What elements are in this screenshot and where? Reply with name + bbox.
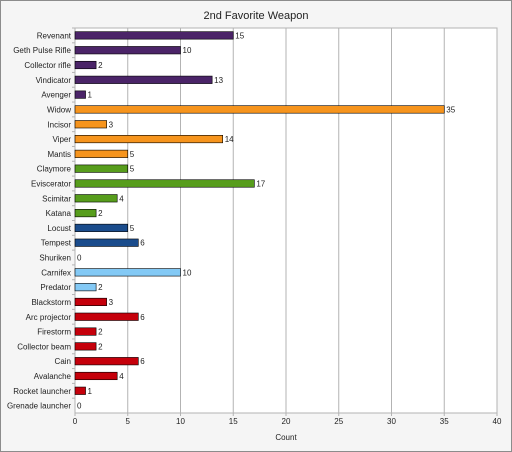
bar bbox=[74, 209, 97, 218]
bar bbox=[74, 268, 181, 277]
data-label: 1 bbox=[88, 387, 93, 396]
bar bbox=[74, 342, 97, 351]
y-tick-label: Avenger bbox=[41, 91, 71, 100]
x-tick-label: 35 bbox=[440, 417, 449, 426]
x-tick-label: 20 bbox=[282, 417, 291, 426]
data-label: 35 bbox=[446, 105, 455, 114]
x-tick-label: 30 bbox=[387, 417, 396, 426]
data-label: 6 bbox=[140, 313, 145, 322]
data-label: 10 bbox=[183, 268, 192, 277]
y-tick-label: Shuriken bbox=[39, 254, 71, 263]
data-label: 13 bbox=[214, 76, 223, 85]
y-tick-label: Viper bbox=[52, 135, 71, 144]
chart-title: 2nd Favorite Weapon bbox=[203, 10, 309, 22]
y-tick-label: Carnifex bbox=[41, 268, 71, 277]
y-tick-label: Arc projector bbox=[26, 313, 72, 322]
data-label: 2 bbox=[98, 342, 103, 351]
bar bbox=[74, 312, 139, 321]
data-label: 15 bbox=[235, 31, 244, 40]
bar bbox=[74, 46, 181, 55]
bar bbox=[74, 371, 118, 381]
bar bbox=[74, 283, 97, 292]
data-label: 5 bbox=[130, 150, 135, 159]
y-tick-label: Claymore bbox=[37, 165, 72, 174]
bar bbox=[74, 194, 118, 203]
bar bbox=[74, 179, 255, 188]
bar bbox=[74, 31, 234, 40]
bar bbox=[74, 135, 223, 144]
x-tick-label: 15 bbox=[229, 417, 238, 426]
bar bbox=[74, 120, 107, 129]
bar bbox=[74, 149, 129, 158]
data-label: 3 bbox=[109, 120, 114, 129]
bar bbox=[74, 105, 445, 114]
y-tick-label: Predator bbox=[40, 283, 71, 292]
y-tick-label: Rocket launcher bbox=[13, 387, 71, 396]
bar bbox=[74, 297, 107, 306]
bar bbox=[74, 90, 86, 99]
y-tick-label: Avalanche bbox=[34, 372, 72, 381]
data-label: 2 bbox=[98, 283, 103, 292]
bar bbox=[74, 60, 97, 70]
bar bbox=[74, 75, 213, 84]
x-tick-label: 5 bbox=[126, 417, 131, 426]
data-label: 17 bbox=[256, 179, 265, 188]
y-tick-label: Geth Pulse Rifle bbox=[13, 46, 71, 55]
bar bbox=[74, 357, 139, 366]
data-label: 0 bbox=[77, 254, 82, 263]
bar bbox=[74, 238, 139, 247]
data-label: 1 bbox=[88, 91, 93, 100]
data-label: 3 bbox=[109, 298, 114, 307]
data-label: 4 bbox=[119, 194, 124, 203]
x-tick-label: 10 bbox=[176, 417, 185, 426]
x-tick-label: 25 bbox=[334, 417, 343, 426]
y-tick-label: Incisor bbox=[47, 120, 71, 129]
data-label: 5 bbox=[130, 224, 135, 233]
data-label: 6 bbox=[140, 357, 145, 366]
y-tick-label: Cain bbox=[55, 357, 71, 366]
data-label: 4 bbox=[119, 372, 124, 381]
y-tick-label: Collector beam bbox=[17, 342, 71, 351]
y-tick-label: Eviscerator bbox=[31, 179, 71, 188]
y-tick-label: Katana bbox=[46, 209, 72, 218]
y-tick-label: Scimitar bbox=[42, 194, 71, 203]
y-tick-label: Blackstorm bbox=[31, 298, 71, 307]
bar bbox=[74, 164, 129, 173]
bar bbox=[74, 223, 129, 232]
data-label: 0 bbox=[77, 402, 82, 411]
y-tick-label: Revenant bbox=[37, 31, 72, 40]
y-tick-label: Widow bbox=[47, 105, 71, 114]
data-label: 14 bbox=[225, 135, 234, 144]
data-label: 6 bbox=[140, 239, 145, 248]
y-tick-label: Grenade launcher bbox=[7, 402, 71, 411]
data-label: 2 bbox=[98, 61, 103, 70]
data-label: 10 bbox=[183, 46, 192, 55]
data-label: 2 bbox=[98, 209, 103, 218]
x-axis-label: Count bbox=[275, 433, 297, 442]
y-tick-label: Collector rifle bbox=[24, 61, 71, 70]
bar bbox=[74, 386, 86, 395]
bar bbox=[74, 327, 97, 336]
data-label: 5 bbox=[130, 165, 135, 174]
y-tick-label: Tempest bbox=[41, 239, 72, 248]
y-tick-label: Mantis bbox=[47, 150, 71, 159]
x-tick-label: 0 bbox=[73, 417, 78, 426]
y-tick-label: Vindicator bbox=[36, 76, 72, 85]
y-tick-label: Firestorm bbox=[37, 328, 71, 337]
y-tick-label: Locust bbox=[47, 224, 71, 233]
data-label: 2 bbox=[98, 328, 103, 337]
x-tick-label: 40 bbox=[493, 417, 502, 426]
